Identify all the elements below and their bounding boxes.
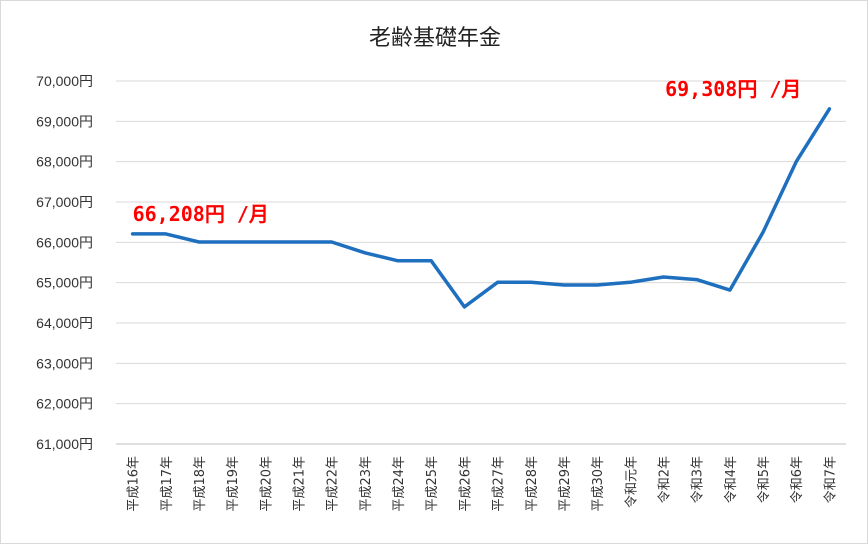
y-tick-label: 67,000円 (36, 194, 93, 210)
x-tick-label: 平成24年 (392, 456, 407, 512)
y-tick-label: 70,000円 (36, 73, 93, 89)
x-tick-label: 平成26年 (458, 456, 473, 512)
x-tick-label: 平成28年 (525, 456, 540, 512)
x-tick-label: 平成27年 (492, 456, 507, 512)
y-tick-label: 62,000円 (36, 396, 93, 412)
y-tick-label: 63,000円 (36, 355, 93, 371)
annotations: 66,208円 /月 69,308円 /月 (133, 77, 802, 226)
y-tick-label: 69,000円 (36, 113, 93, 129)
y-tick-label: 68,000円 (36, 154, 93, 170)
x-tick-label: 平成20年 (259, 456, 274, 512)
value-annotation: 69,308円 /月 (665, 77, 801, 101)
y-tick-label: 64,000円 (36, 315, 93, 331)
x-tick-label: 令和2年 (658, 456, 673, 503)
x-tick-label: 平成19年 (226, 456, 241, 512)
x-tick-label: 令和元年 (624, 456, 639, 508)
x-tick-label: 平成16年 (127, 456, 142, 512)
x-tick-label: 平成18年 (193, 456, 208, 512)
x-tick-label: 平成23年 (359, 456, 374, 512)
y-tick-label: 66,000円 (36, 234, 93, 250)
y-tick-label: 61,000円 (36, 436, 93, 452)
x-tick-label: 令和3年 (691, 456, 706, 503)
y-axis-ticks: 61,000円 62,000円 63,000円 64,000円 65,000円 66,00… (36, 73, 93, 452)
x-tick-label: 平成25年 (425, 456, 440, 512)
gridlines (116, 81, 846, 444)
x-tick-label: 令和4年 (724, 456, 739, 503)
x-tick-label: 平成29年 (558, 456, 573, 512)
x-tick-label: 平成22年 (326, 456, 341, 512)
y-tick-label: 65,000円 (36, 275, 93, 291)
x-axis-ticks: 平成16年 平成17年 平成18年 平成19年 平成20年 平成21年 平成22年 平成23年… (127, 456, 839, 512)
x-tick-label: 平成17年 (160, 456, 175, 512)
x-tick-label: 令和7年 (823, 456, 838, 503)
x-tick-label: 平成21年 (293, 456, 308, 512)
chart-title: 老齢基礎年金 (369, 26, 501, 51)
value-annotation: 66,208円 /月 (133, 202, 269, 226)
x-tick-label: 令和6年 (790, 456, 805, 503)
x-tick-label: 令和5年 (757, 456, 772, 503)
x-tick-label: 平成30年 (591, 456, 606, 512)
